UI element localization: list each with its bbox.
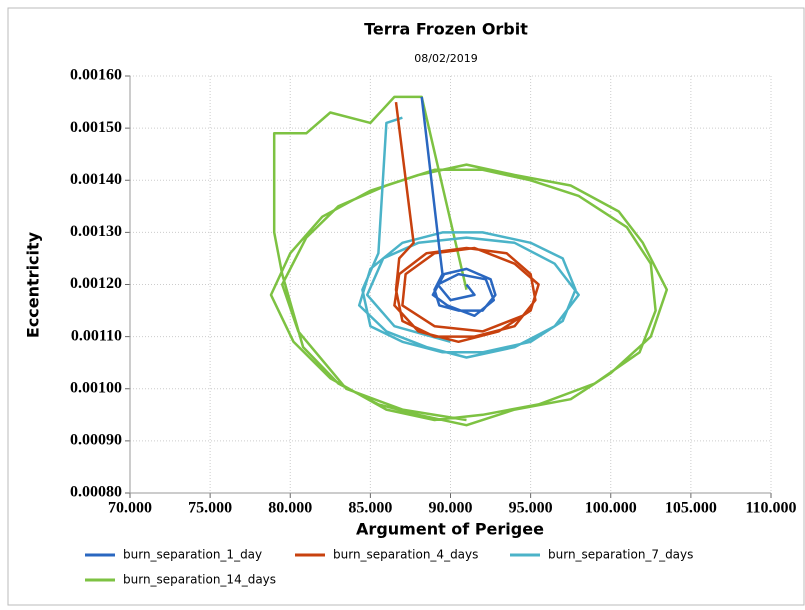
series-line	[420, 96, 497, 318]
x-tick-label: 70.000	[108, 500, 152, 517]
y-tick-label: 0.00110	[71, 327, 122, 344]
y-tick-label: 0.00150	[70, 119, 122, 136]
y-tick-label: 0.00120	[70, 275, 122, 292]
y-tick-label: 0.00140	[70, 171, 122, 188]
x-tick-label: 95.000	[509, 500, 553, 517]
series-line	[269, 95, 669, 427]
series-line	[357, 116, 580, 359]
chart-subtitle: 08/02/2019	[414, 52, 477, 65]
x-tick-label: 100.000	[585, 500, 637, 517]
x-tick-label: 110.000	[745, 500, 796, 517]
y-tick-label: 0.00080	[70, 484, 122, 501]
x-tick-label: 85.000	[348, 500, 392, 517]
legend-label: burn_separation_14_days	[123, 573, 276, 587]
y-tick-label: 0.00160	[70, 67, 122, 84]
y-tick-label: 0.00130	[70, 223, 122, 240]
legend-label: burn_separation_1_day	[123, 548, 262, 562]
series-line	[393, 101, 540, 344]
x-tick-label: 80.000	[268, 500, 312, 517]
chart-title: Terra Frozen Orbit	[364, 20, 528, 39]
x-tick-label: 105.000	[665, 500, 717, 517]
y-tick-label: 0.00090	[70, 432, 122, 449]
x-tick-label: 75.000	[188, 500, 232, 517]
x-axis-label: Argument of Perigee	[356, 520, 544, 539]
legend-label: burn_separation_7_days	[548, 548, 693, 562]
y-tick-label: 0.00100	[70, 379, 122, 396]
x-tick-label: 90.000	[429, 500, 473, 517]
y-axis-label: Eccentricity	[24, 231, 43, 338]
legend-label: burn_separation_4_days	[333, 548, 478, 562]
